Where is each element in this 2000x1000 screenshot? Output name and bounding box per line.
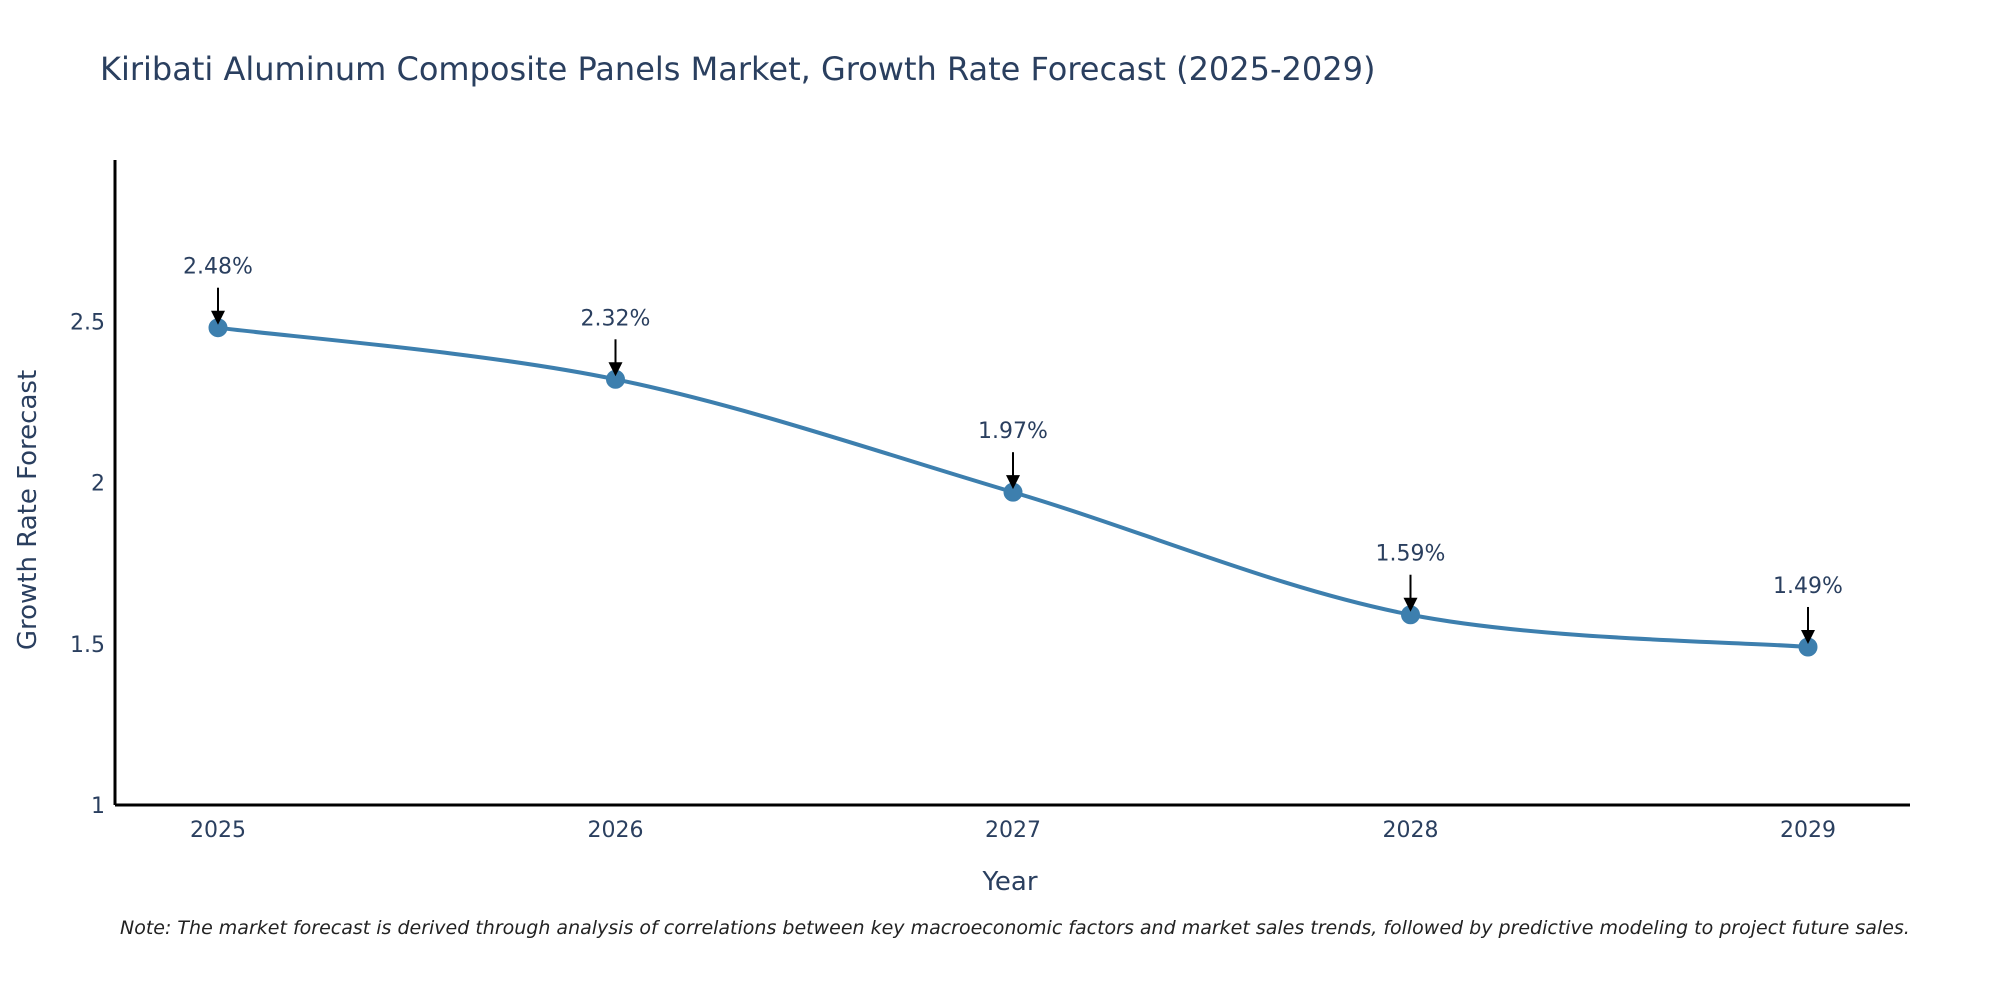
annotation-arrow-head — [211, 310, 225, 325]
data-label: 1.59% — [1376, 542, 1446, 567]
data-label: 1.49% — [1773, 574, 1843, 599]
y-tick-label: 1 — [91, 794, 105, 819]
x-tick-label: 2026 — [588, 818, 644, 843]
y-axis-title: Growth Rate Forecast — [13, 370, 43, 650]
x-axis-title: Year — [981, 867, 1037, 897]
data-label: 2.48% — [183, 255, 253, 280]
y-tick-label: 1.5 — [70, 633, 105, 658]
annotation-arrow-head — [1403, 597, 1418, 612]
y-axis-ticks: 1 1.5 2 2.5 — [70, 310, 105, 819]
data-markers — [208, 318, 1818, 657]
annotation-arrow-head — [608, 362, 623, 377]
x-tick-label: 2029 — [1780, 818, 1836, 843]
annotation-arrow-head — [1801, 629, 1815, 644]
y-tick-label: 2.5 — [70, 310, 105, 335]
data-label: 1.97% — [978, 419, 1048, 444]
x-tick-label: 2028 — [1383, 818, 1439, 843]
chart-title: Kiribati Aluminum Composite Panels Marke… — [100, 50, 1375, 88]
x-tick-label: 2025 — [190, 818, 246, 843]
x-axis-ticks: 2025 2026 2027 2028 2029 — [190, 818, 1836, 843]
annotation-arrow-head — [1006, 475, 1020, 490]
y-tick-label: 2 — [91, 472, 105, 497]
footnote: Note: The market forecast is derived thr… — [120, 917, 1910, 939]
x-tick-label: 2027 — [985, 818, 1041, 843]
data-annotations: 2.48% 2.32% 1.97% 1.59% 1.49% — [183, 255, 1843, 644]
data-label: 2.32% — [581, 306, 651, 331]
